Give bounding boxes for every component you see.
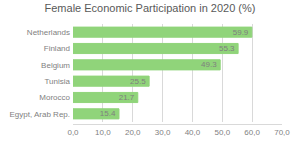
svg-text:55.3: 55.3 <box>219 44 235 53</box>
svg-text:Morocco: Morocco <box>39 93 70 102</box>
svg-text:Netherlands: Netherlands <box>27 28 70 37</box>
svg-text:0,0: 0,0 <box>67 128 79 137</box>
svg-text:Finland: Finland <box>44 44 70 53</box>
svg-text:Egypt, Arab Rep.: Egypt, Arab Rep. <box>10 110 70 119</box>
svg-text:40,0: 40,0 <box>185 128 201 137</box>
svg-text:10,0: 10,0 <box>95 128 111 137</box>
svg-text:Female Economic Participation: Female Economic Participation in 2020 (%… <box>45 2 256 14</box>
svg-text:21.7: 21.7 <box>119 93 135 102</box>
svg-text:59.9: 59.9 <box>233 28 249 37</box>
svg-text:15.4: 15.4 <box>100 109 116 118</box>
svg-text:20,0: 20,0 <box>125 128 141 137</box>
svg-text:70,0: 70,0 <box>274 128 290 137</box>
svg-text:30,0: 30,0 <box>155 128 171 137</box>
svg-text:50,0: 50,0 <box>215 128 231 137</box>
svg-text:49.3: 49.3 <box>201 60 217 69</box>
svg-text:60,0: 60,0 <box>244 128 260 137</box>
svg-text:Tunisia: Tunisia <box>45 77 71 86</box>
svg-text:Belgium: Belgium <box>41 61 70 70</box>
svg-text:25.5: 25.5 <box>130 77 146 86</box>
